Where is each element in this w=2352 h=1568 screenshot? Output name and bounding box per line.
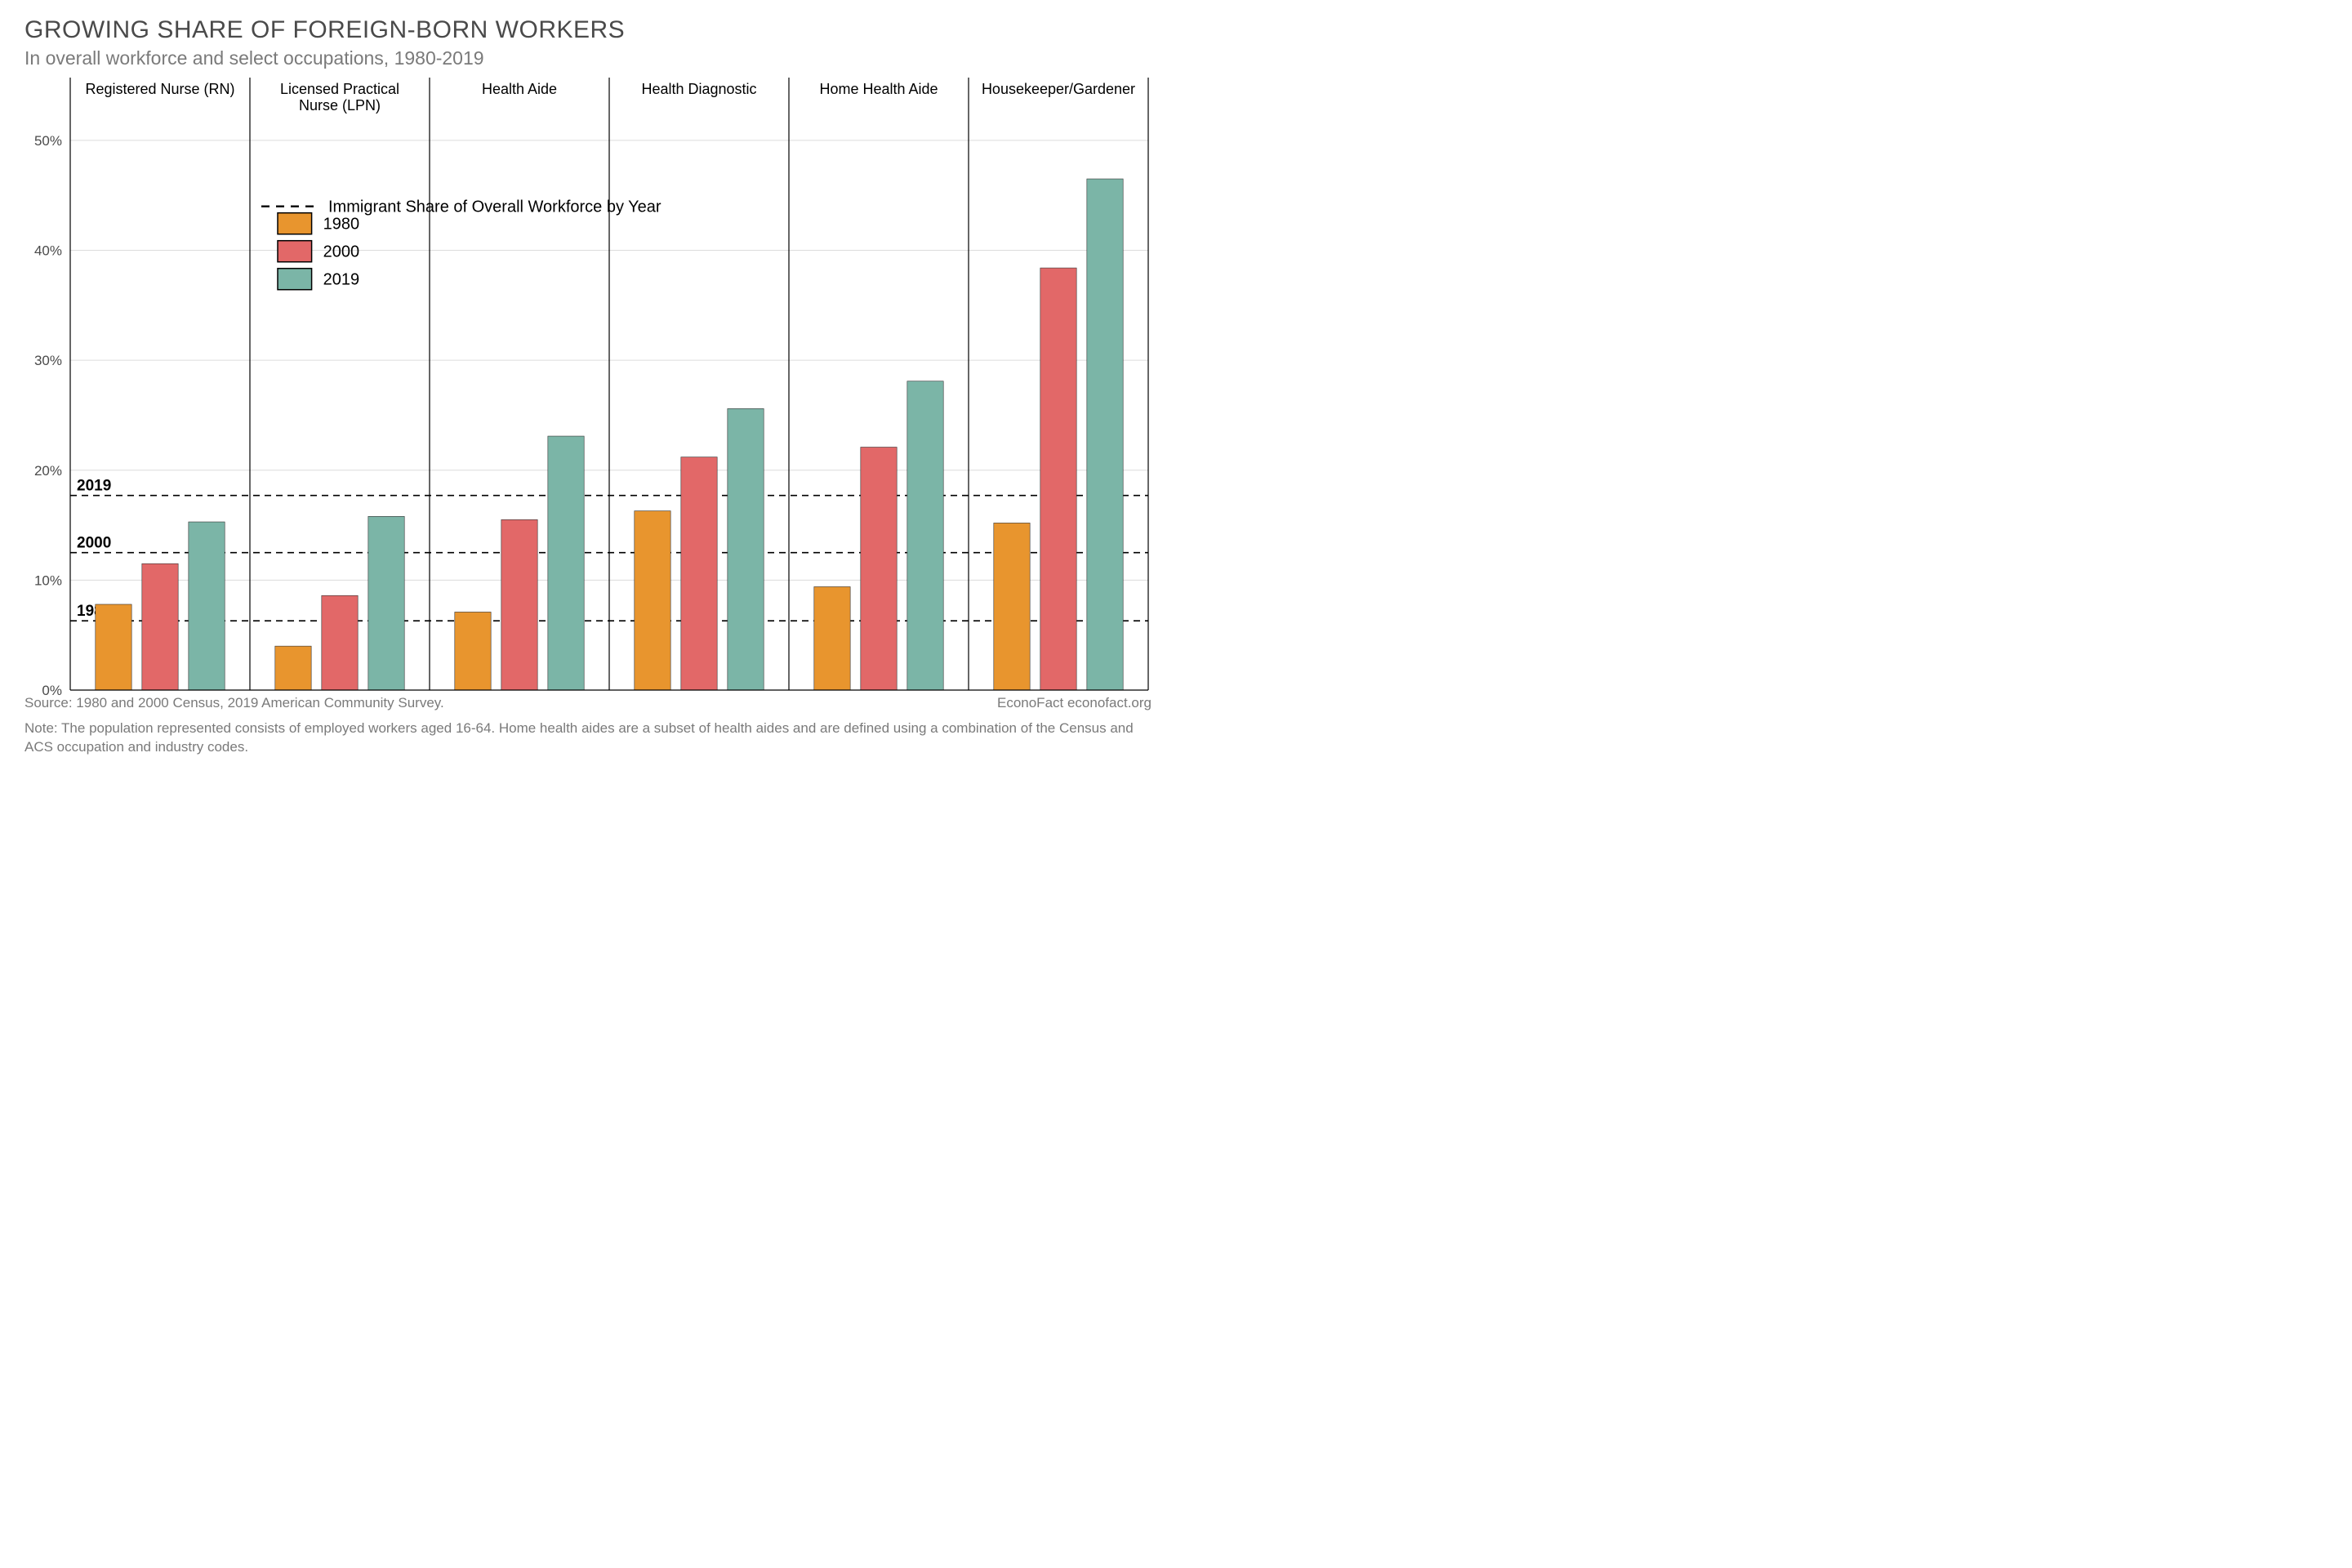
bar bbox=[368, 516, 404, 690]
source-text: Source: 1980 and 2000 Census, 2019 Ameri… bbox=[24, 695, 444, 711]
bar bbox=[814, 586, 850, 690]
panel-label: Health Aide bbox=[482, 81, 557, 97]
chart-subtitle: In overall workforce and select occupati… bbox=[24, 47, 1152, 69]
bar bbox=[189, 522, 225, 690]
bar bbox=[501, 519, 537, 690]
bar bbox=[142, 564, 178, 690]
legend-item-label: 2019 bbox=[323, 271, 360, 289]
panel-label: Nurse (LPN) bbox=[299, 97, 381, 114]
y-tick-label: 50% bbox=[34, 133, 62, 149]
bar bbox=[1040, 268, 1076, 690]
chart-title: GROWING SHARE OF FOREIGN-BORN WORKERS bbox=[24, 16, 1152, 44]
bar bbox=[681, 457, 717, 690]
reference-line-label: 2019 bbox=[77, 478, 111, 495]
bar bbox=[635, 511, 670, 690]
panel-label: Housekeeper/Gardener bbox=[982, 81, 1135, 97]
chart-container: 0%10%20%30%40%50%198020002019Registered … bbox=[70, 78, 1143, 690]
bar bbox=[96, 604, 131, 690]
bar bbox=[275, 646, 311, 690]
panel-label: Licensed Practical bbox=[280, 81, 399, 97]
legend-item-label: 1980 bbox=[323, 216, 360, 234]
y-tick-label: 10% bbox=[34, 572, 62, 588]
panel-label: Registered Nurse (RN) bbox=[85, 81, 234, 97]
bar-chart: 0%10%20%30%40%50%198020002019Registered … bbox=[70, 78, 1148, 690]
panel-label: Home Health Aide bbox=[819, 81, 938, 97]
attribution-text: EconoFact econofact.org bbox=[997, 695, 1152, 711]
y-tick-label: 30% bbox=[34, 353, 62, 368]
bar bbox=[907, 381, 943, 690]
legend-item-label: 2000 bbox=[323, 243, 360, 261]
bar bbox=[548, 436, 584, 690]
reference-line-label: 2000 bbox=[77, 535, 111, 552]
panel-label: Health Diagnostic bbox=[641, 81, 756, 97]
legend-swatch-icon bbox=[278, 269, 312, 290]
legend-dash-label: Immigrant Share of Overall Workforce by … bbox=[328, 198, 662, 216]
bar bbox=[994, 523, 1030, 690]
legend-swatch-icon bbox=[278, 213, 312, 234]
bar bbox=[322, 595, 358, 690]
y-tick-label: 20% bbox=[34, 463, 62, 479]
y-tick-label: 0% bbox=[42, 683, 62, 698]
legend-swatch-icon bbox=[278, 241, 312, 262]
y-tick-label: 40% bbox=[34, 243, 62, 259]
bar bbox=[728, 408, 764, 690]
bar bbox=[455, 612, 491, 690]
bar bbox=[861, 448, 897, 691]
bar bbox=[1087, 179, 1123, 690]
note-text: Note: The population represented consist… bbox=[24, 719, 1152, 757]
